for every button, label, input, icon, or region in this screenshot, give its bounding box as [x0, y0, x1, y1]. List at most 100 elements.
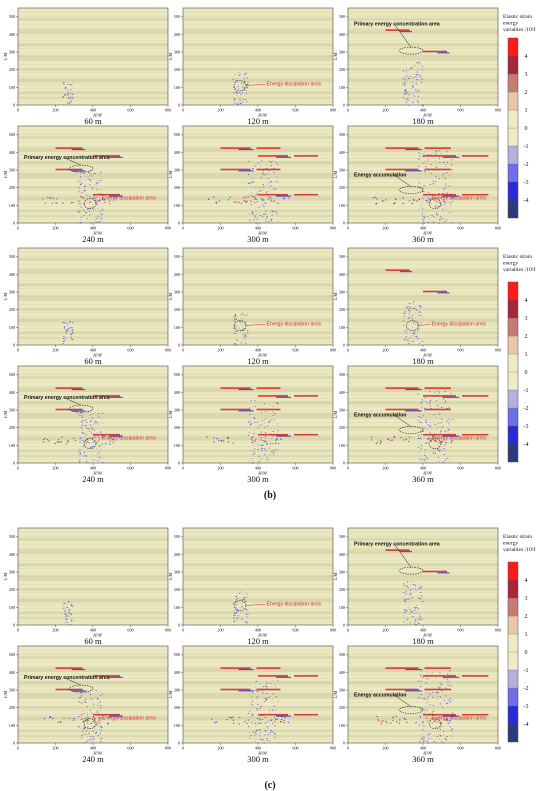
- energy-speckle: [94, 420, 96, 422]
- stratum-band: [183, 667, 333, 673]
- energy-speckle: [252, 168, 254, 170]
- energy-speckle: [450, 447, 452, 448]
- energy-strip-positive: [220, 387, 251, 389]
- energy-speckle: [277, 181, 279, 183]
- energy-speckle: [260, 447, 263, 449]
- energy-speckle: [405, 92, 408, 94]
- energy-strip-negative: [437, 572, 450, 574]
- energy-speckle: [404, 91, 406, 93]
- energy-speckle: [424, 691, 426, 693]
- energy-speckle: [417, 420, 419, 422]
- energy-speckle: [99, 456, 101, 458]
- x-axis-label: H/M: [422, 471, 433, 476]
- energy-speckle: [235, 79, 238, 81]
- energy-speckle: [427, 221, 429, 223]
- y-tick-label: 400: [174, 272, 180, 277]
- y-tick-label: 300: [9, 407, 15, 412]
- energy-speckle: [214, 722, 216, 724]
- energy-speckle: [273, 167, 275, 169]
- annotation-arrow: [393, 694, 412, 707]
- energy-speckle: [420, 707, 422, 709]
- energy-speckle: [245, 322, 247, 323]
- energy-speckle: [386, 722, 388, 724]
- energy-speckle: [264, 460, 267, 462]
- colorbar-segment: [507, 299, 519, 319]
- x-tick-label: 600: [292, 348, 298, 353]
- energy-speckle: [81, 437, 83, 439]
- energy-speckle: [70, 84, 73, 86]
- y-axis-label: L/M: [3, 52, 8, 62]
- energy-speckle: [262, 444, 264, 446]
- energy-speckle: [405, 90, 407, 92]
- energy-speckle: [404, 603, 406, 605]
- energy-speckle: [86, 720, 88, 722]
- energy-speckle: [97, 460, 99, 462]
- energy-speckle: [426, 682, 428, 683]
- energy-speckle: [253, 448, 256, 450]
- energy-speckle: [436, 165, 438, 167]
- energy-speckle: [233, 327, 235, 329]
- energy-speckle: [44, 438, 46, 440]
- energy-strip-negative: [109, 676, 123, 678]
- x-tick-label: 800: [165, 348, 171, 353]
- energy-speckle: [235, 91, 238, 93]
- energy-speckle: [236, 91, 238, 93]
- energy-speckle: [216, 438, 218, 440]
- energy-speckle: [448, 418, 450, 420]
- energy-speckle: [407, 91, 409, 93]
- energy-speckle: [80, 714, 82, 716]
- energy-speckle: [238, 320, 241, 322]
- energy-speckle: [246, 336, 249, 338]
- energy-speckle: [272, 405, 275, 407]
- energy-strip-positive: [256, 168, 281, 171]
- stratum-band: [348, 597, 498, 603]
- y-axis-label: L/M: [3, 572, 8, 582]
- annotation-arrow: [393, 543, 412, 568]
- energy-speckle: [439, 703, 441, 704]
- energy-speckle: [253, 178, 255, 180]
- energy-speckle: [96, 697, 99, 699]
- energy-speckle: [415, 83, 417, 85]
- energy-speckle: [91, 204, 94, 206]
- energy-speckle: [243, 338, 245, 339]
- energy-speckle: [88, 436, 90, 438]
- energy-speckle: [412, 314, 414, 316]
- energy-speckle: [440, 690, 443, 691]
- stratum-band: [183, 435, 333, 441]
- energy-speckle: [403, 339, 405, 341]
- energy-speckle: [244, 332, 246, 334]
- energy-speckle: [81, 702, 83, 704]
- energy-speckle: [215, 202, 218, 204]
- annotation-arrow: [95, 718, 101, 724]
- colorbar-segment: [507, 651, 519, 671]
- energy-speckle: [435, 153, 437, 155]
- y-tick-label: 0: [343, 622, 345, 627]
- energy-speckle: [245, 201, 247, 203]
- energy-speckle: [410, 303, 412, 304]
- energy-speckle: [108, 203, 111, 205]
- annotation-arrow: [95, 438, 101, 444]
- stratum-band: [348, 387, 498, 393]
- energy-speckle: [423, 737, 425, 738]
- energy-speckle: [450, 393, 452, 394]
- energy-speckle: [433, 391, 436, 393]
- energy-speckle: [440, 449, 443, 451]
- energy-speckle: [416, 71, 418, 73]
- energy-speckle: [418, 588, 420, 590]
- energy-speckle: [266, 442, 269, 444]
- annotation-dissipation: Energy dissipation area: [102, 716, 156, 722]
- energy-strip-positive: [294, 395, 318, 397]
- energy-speckle: [215, 201, 217, 203]
- energy-speckle: [427, 199, 430, 201]
- energy-speckle: [83, 742, 85, 744]
- energy-speckle: [254, 731, 257, 733]
- energy-speckle: [416, 91, 419, 92]
- energy-speckle: [406, 619, 408, 621]
- energy-speckle: [83, 728, 85, 730]
- energy-speckle: [405, 438, 408, 440]
- energy-speckle: [268, 196, 270, 198]
- energy-speckle: [445, 164, 447, 166]
